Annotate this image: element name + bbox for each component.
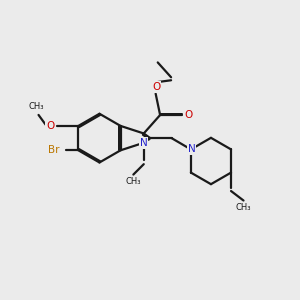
Text: CH₃: CH₃ <box>236 202 251 211</box>
Text: CH₃: CH₃ <box>126 177 141 186</box>
Text: O: O <box>152 82 161 92</box>
Text: N: N <box>140 138 148 148</box>
Text: O: O <box>184 110 192 120</box>
Text: N: N <box>188 144 195 154</box>
Text: Br: Br <box>48 145 59 155</box>
Text: CH₃: CH₃ <box>28 102 44 111</box>
Text: O: O <box>46 121 55 131</box>
